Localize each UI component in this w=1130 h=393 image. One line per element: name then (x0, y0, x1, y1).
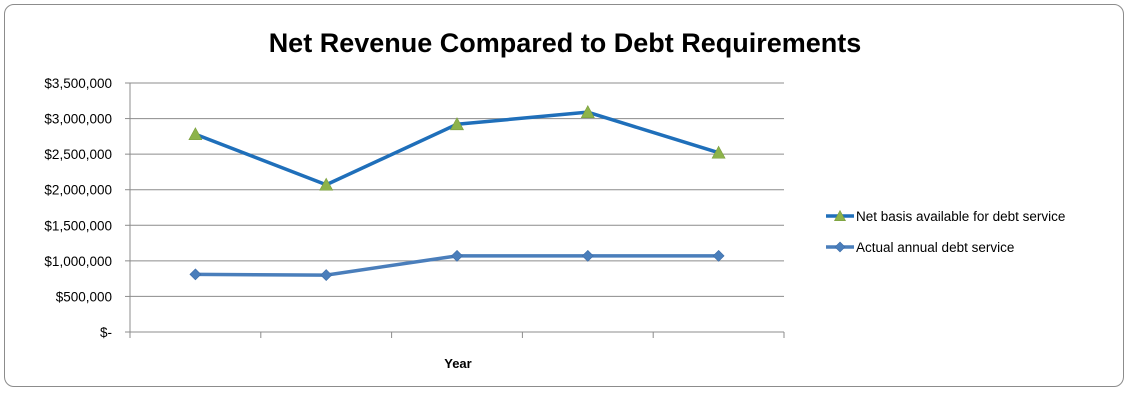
x-axis-label: Year (444, 356, 471, 371)
legend-item: Net basis available for debt service (826, 209, 1065, 224)
chart-title: Net Revenue Compared to Debt Requirement… (269, 28, 862, 58)
series-layer (188, 105, 726, 282)
triangle-marker (833, 209, 847, 221)
triangle-marker (711, 145, 726, 159)
series-0 (188, 105, 726, 191)
triangle-marker (188, 127, 203, 141)
diamond-marker (189, 268, 202, 281)
diamond-marker (581, 249, 594, 262)
chart-frame (4, 4, 1124, 387)
y-tick-label: $3,000,000 (44, 112, 112, 127)
y-axis: $- $500,000 $1,000,000 $1,500,000 $2,000,000… (44, 76, 131, 340)
y-tick-label: $500,000 (56, 289, 112, 304)
diamond-marker (451, 249, 463, 262)
y-tick-label: $2,000,000 (44, 183, 112, 198)
diamond-marker (712, 249, 725, 262)
y-tick-label: $3,500,000 (44, 76, 112, 91)
legend: Net basis available for debt service Actu… (826, 209, 1065, 255)
y-tick-label: $- (100, 325, 112, 340)
diamond-marker (834, 241, 846, 253)
x-axis (129, 331, 785, 338)
legend-label: Actual annual debt service (856, 240, 1014, 255)
legend-label: Net basis available for debt service (856, 209, 1065, 224)
triangle-marker (319, 177, 334, 191)
legend-item: Actual annual debt service (826, 240, 1014, 255)
series-1 (189, 249, 725, 282)
gridlines (130, 82, 784, 297)
y-tick-label: $1,000,000 (44, 254, 112, 269)
triangle-marker (580, 105, 595, 118)
triangle-marker (449, 117, 465, 131)
y-tick-label: $2,500,000 (44, 147, 112, 162)
y-tick-label: $1,500,000 (44, 218, 112, 233)
diamond-marker (320, 269, 333, 282)
